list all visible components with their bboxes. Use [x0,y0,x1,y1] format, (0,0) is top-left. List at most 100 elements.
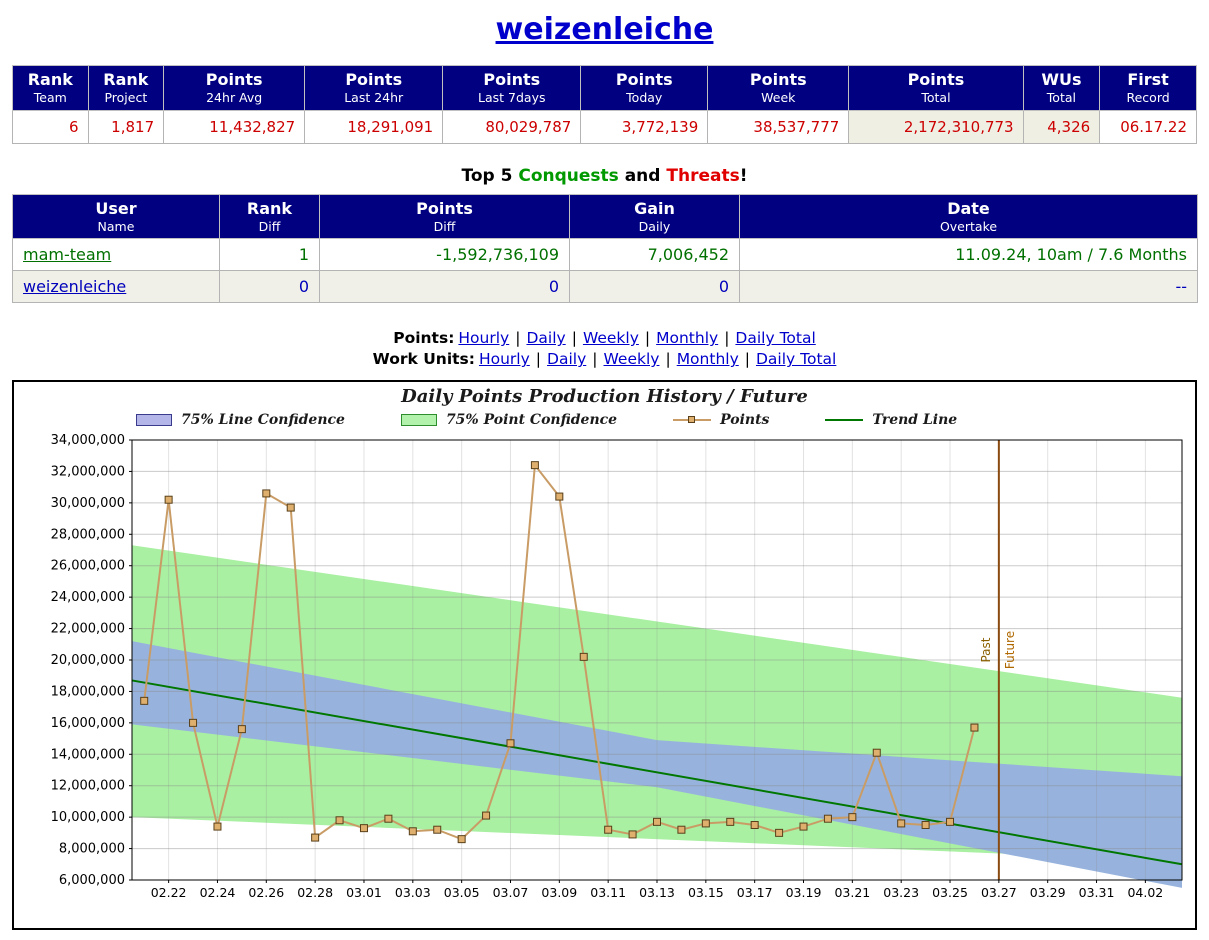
link-separator: | [515,329,521,348]
x-axis-label: 02.26 [248,885,284,900]
y-axis-label: 10,000,000 [51,810,125,825]
col-points-last-7days: Points Last 7days [442,65,582,111]
point-marker [482,811,491,820]
chart-title: Daily Points Production History / Future [401,386,808,408]
point-marker [604,825,613,834]
legend-label: 75% Point Confidence [445,412,618,429]
point-marker [726,818,735,827]
stat-rank-team: 6 [12,109,89,144]
point-marker [823,814,832,823]
tops-heading: Top 5 Conquests and Threats! [12,166,1197,186]
col-rank-team: Rank Team [12,65,89,111]
point-marker [262,489,271,498]
x-axis-label: 03.17 [737,885,773,900]
col-rank-diff: Rank Diff [219,193,320,240]
col-points-today: Points Today [580,65,709,111]
threat-row-weizenleiche: weizenleiche 0 0 0 -- [12,270,1198,304]
point-marker [433,825,442,834]
period-link-daily-total[interactable]: Daily Total [735,329,816,348]
legend-marker-icon [688,416,696,424]
x-axis-label: 03.07 [493,885,529,900]
past-label: Past [979,637,993,662]
point-marker [701,819,710,828]
point-marker [189,719,198,728]
period-link-hourly[interactable]: Hourly [478,350,530,369]
stats-header-row: Rank Team Rank Project Points 24hr Avg Poin… [12,65,1197,111]
point-marker [848,813,857,822]
links-row-label: Work Units: [372,350,475,369]
link-separator: | [724,329,730,348]
point-marker [164,495,173,504]
chart-legend: 75% Line Confidence 75% Point Confidence P… [136,412,957,428]
y-axis-label: 14,000,000 [51,748,125,763]
col-user-name: User Name [12,193,220,240]
point-marker [140,697,149,706]
rank-diff-cell: 1 [219,238,320,272]
col-points-24hr-avg: Points 24hr Avg [163,65,306,111]
point-marker [286,503,295,512]
x-axis-label: 03.01 [346,885,382,900]
y-axis-label: 28,000,000 [51,528,125,543]
stat-first-record: 06.17.22 [1099,109,1197,144]
link-separator: | [592,350,598,369]
y-axis-label: 30,000,000 [51,496,125,511]
tops-threats: Threats [666,165,740,186]
y-axis-label: 20,000,000 [51,653,125,668]
points-links-row: Points: Hourly | Daily | Weekly | Monthly | Daily… [12,329,1197,347]
x-axis-label: 03.05 [444,885,480,900]
period-link-daily[interactable]: Daily [547,350,587,369]
x-axis-label: 03.27 [981,885,1017,900]
tops-prefix: Top 5 [461,165,519,186]
legend-swatch-band-icon [136,414,172,427]
stats-table: Rank Team Rank Project Points 24hr Avg Poin… [12,65,1197,144]
legend-swatch-line-icon [825,419,864,422]
tops-and: and [618,165,667,186]
stat-points-24hr-avg: 11,432,827 [163,109,306,144]
col-points-total: Points Total [848,65,1024,111]
y-axis-label: 8,000,000 [59,842,125,857]
period-link-daily-total[interactable]: Daily Total [755,350,837,369]
period-link-daily[interactable]: Daily [526,329,566,348]
point-marker [872,748,881,757]
x-axis-label: 02.28 [297,885,333,900]
legend-label: Trend Line [872,412,958,429]
point-marker [530,461,539,470]
team-title-link[interactable]: weizenleiche [495,12,714,47]
period-link-weekly[interactable]: Weekly [603,350,660,369]
gain-daily-cell: 7,006,452 [569,238,740,272]
chart-period-links: Points: Hourly | Daily | Weekly | Monthly | Daily… [12,329,1197,368]
y-axis-label: 34,000,000 [51,433,125,448]
future-label: Future [1003,631,1017,669]
point-marker [946,818,955,827]
tops-bang: ! [739,165,748,186]
period-link-monthly[interactable]: Monthly [676,350,739,369]
threats-table: User Name Rank Diff Points Diff Gain Daily D… [12,193,1198,304]
col-gain-daily: Gain Daily [569,193,740,240]
x-axis-label: 02.24 [200,885,236,900]
y-axis-label: 32,000,000 [51,465,125,480]
user-link-weizenleiche[interactable]: weizenleiche [23,277,127,297]
point-marker [335,816,344,825]
point-marker [921,821,930,830]
x-axis-label: 03.23 [883,885,919,900]
x-axis-label: 03.29 [1030,885,1066,900]
col-points-week: Points Week [707,65,850,111]
x-axis-label: 03.25 [932,885,968,900]
period-link-weekly[interactable]: Weekly [582,329,639,348]
stat-points-week: 38,537,777 [707,109,850,144]
link-separator: | [535,350,542,369]
points-diff-cell: 0 [319,270,570,304]
legend-swatch-line-icon [673,416,712,424]
period-link-monthly[interactable]: Monthly [656,329,719,348]
threats-header-row: User Name Rank Diff Points Diff Gain Daily D… [12,193,1198,240]
stat-points-total: 2,172,310,773 [848,109,1024,144]
point-marker [799,822,808,831]
period-link-hourly[interactable]: Hourly [458,329,510,348]
user-link-mam-team[interactable]: mam-team [23,245,112,265]
x-axis-label: 04.02 [1127,885,1163,900]
link-separator: | [665,350,671,369]
stats-values-row: 6 1,817 11,432,827 18,291,091 80,029,787… [12,109,1197,144]
y-axis-label: 16,000,000 [51,716,125,731]
point-marker [213,822,222,831]
